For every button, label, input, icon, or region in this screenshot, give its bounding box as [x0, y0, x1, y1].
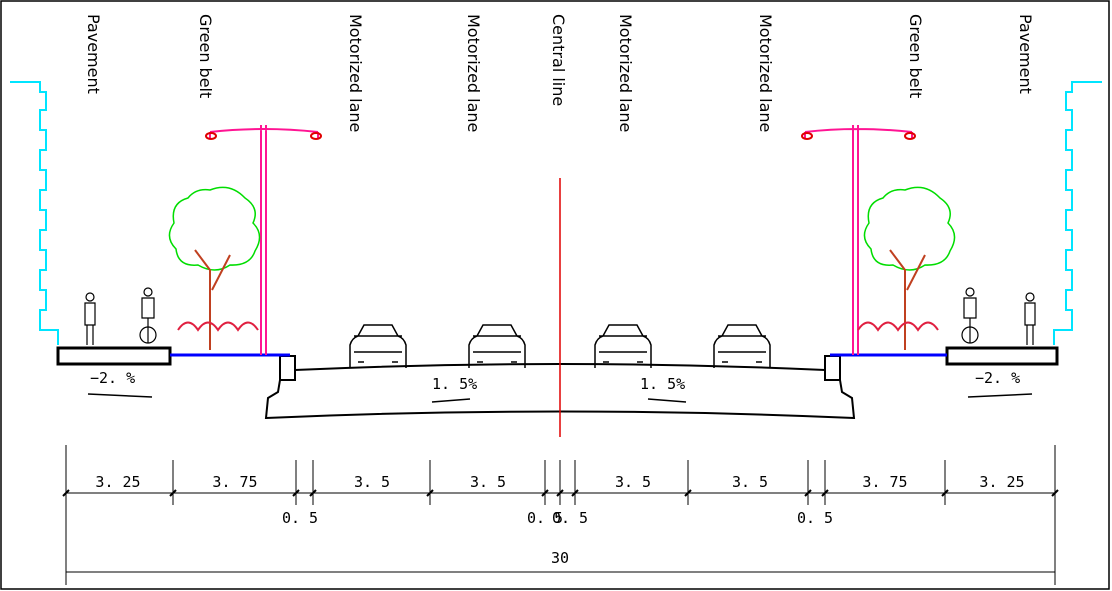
- building-right: [1054, 82, 1102, 345]
- dimension-label: 0. 5: [797, 509, 833, 527]
- slope-arrow: [88, 394, 152, 397]
- dimension-label: 3. 5: [615, 473, 651, 491]
- road-structure: [58, 348, 1057, 418]
- slope-label: −2. %: [90, 369, 135, 387]
- slope-arrow: [968, 394, 1032, 397]
- slope-arrow: [648, 399, 686, 402]
- dimension-label: 3. 75: [212, 473, 257, 491]
- car: [714, 325, 770, 368]
- car: [350, 325, 406, 368]
- column-label: Motorized lane: [616, 14, 635, 132]
- dimension-label: 3. 25: [979, 473, 1024, 491]
- column-label: Motorized lane: [464, 14, 483, 132]
- column-label: Pavement: [1016, 14, 1035, 94]
- dimension-label: 0. 5: [282, 509, 318, 527]
- column-label: Green belt: [906, 14, 925, 98]
- column-label: Green belt: [196, 14, 215, 98]
- column-label: Motorized lane: [346, 14, 365, 132]
- dimension-label: 0. 5: [552, 509, 588, 527]
- column-label: Pavement: [84, 14, 103, 94]
- slope-label: 1. 5%: [640, 375, 685, 393]
- slope-label: 1. 5%: [432, 375, 477, 393]
- building-left: [10, 82, 58, 345]
- total-dimension: 30: [551, 549, 569, 567]
- dimension-label: 3. 5: [354, 473, 390, 491]
- car: [595, 325, 651, 368]
- slope-arrow: [432, 399, 470, 402]
- dimension-label: 3. 25: [95, 473, 140, 491]
- column-label: Central line: [549, 14, 568, 106]
- dimension-label: 3. 5: [470, 473, 506, 491]
- lamp-left: [206, 125, 321, 355]
- road-section: Pavement Green belt Motorized lane Motorize…: [0, 0, 1112, 591]
- slope-label: −2. %: [975, 369, 1020, 387]
- car: [469, 325, 525, 368]
- tree-right: [858, 187, 955, 350]
- tree-left: [169, 187, 259, 350]
- dimension-label: 3. 75: [862, 473, 907, 491]
- lamp-right: [802, 125, 915, 355]
- column-label: Motorized lane: [756, 14, 775, 132]
- dimension-label: 3. 5: [732, 473, 768, 491]
